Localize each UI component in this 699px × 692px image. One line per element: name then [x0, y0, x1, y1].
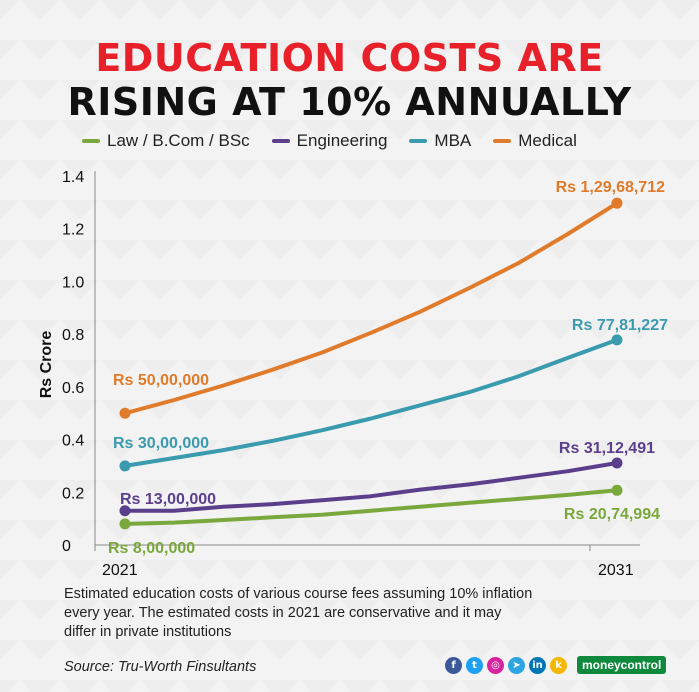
legend-item-medical: Medical	[493, 131, 577, 151]
series-line-medical	[123, 201, 619, 416]
y-tick-label: 0.6	[62, 380, 84, 397]
legend-item-law: Law / B.Com / BSc	[82, 131, 250, 151]
legend-label-mba: MBA	[434, 131, 472, 150]
data-point-mba-start	[119, 460, 131, 472]
data-point-medical-end	[611, 197, 623, 209]
legend: Law / B.Com / BSc Engineering MBA Medica…	[82, 131, 577, 151]
data-point-engineering-start	[119, 505, 131, 517]
series-line-engineering	[123, 461, 619, 513]
data-label-medical-start: Rs 50,00,000	[113, 372, 209, 389]
brand-logo[interactable]: moneycontrol	[577, 656, 667, 674]
y-tick-label: 1.4	[62, 169, 84, 186]
data-point-medical-start	[119, 407, 131, 419]
data-label-engineering-end: Rs 31,12,491	[559, 440, 655, 457]
legend-swatch-law	[82, 139, 100, 143]
y-tick-label: 0.8	[62, 327, 84, 344]
y-tick-label: 1.2	[62, 222, 84, 239]
data-label-engineering-start: Rs 13,00,000	[120, 491, 216, 508]
chart-title-line2: RISING AT 10% ANNUALLY	[67, 80, 632, 124]
data-point-mba-end	[611, 334, 623, 346]
data-point-law-start	[119, 518, 131, 530]
data-label-mba-start: Rs 30,00,000	[113, 435, 209, 452]
legend-item-engineering: Engineering	[271, 131, 388, 151]
legend-swatch-medical	[493, 139, 512, 143]
data-label-medical-end: Rs 1,29,68,712	[556, 179, 666, 196]
data-label-mba-end: Rs 77,81,227	[572, 317, 668, 334]
legend-swatch-mba	[409, 139, 428, 143]
y-axis-label: Rs Crore	[38, 331, 55, 399]
koo-icon[interactable]: k	[550, 656, 567, 674]
x-tick-label-start: 2021	[102, 562, 138, 579]
series-line-mba	[123, 337, 619, 468]
twitter-icon[interactable]: t	[466, 656, 483, 674]
data-point-engineering-end	[611, 457, 623, 469]
legend-label-engineering: Engineering	[296, 131, 388, 150]
linkedin-icon[interactable]: in	[529, 656, 546, 674]
chart-title-line1: EDUCATION COSTS ARE	[95, 36, 604, 80]
y-tick-label: 0	[62, 538, 71, 555]
legend-label-medical: Medical	[518, 131, 577, 150]
legend-swatch-engineering	[271, 139, 290, 143]
legend-item-mba: MBA	[409, 131, 471, 151]
social-links: f t ◎ ➤ in k moneycontrol	[445, 656, 667, 674]
facebook-icon[interactable]: f	[445, 656, 462, 674]
source-text: Source: Tru-Worth Finsultants	[64, 659, 257, 675]
data-label-law-end: Rs 20,74,994	[564, 506, 660, 523]
instagram-icon[interactable]: ◎	[487, 656, 504, 674]
data-point-law-end	[611, 484, 623, 496]
series-line-law	[123, 488, 619, 526]
y-tick-label: 0.2	[62, 485, 84, 502]
y-tick-label: 0.4	[62, 433, 84, 450]
legend-label-law: Law / B.Com / BSc	[107, 131, 250, 150]
data-label-law-start: Rs 8,00,000	[108, 540, 195, 557]
chart-note: Estimated education costs of various cou…	[64, 586, 533, 640]
telegram-icon[interactable]: ➤	[508, 656, 525, 674]
y-tick-label: 1.0	[62, 274, 84, 291]
x-tick-label-end: 2031	[598, 562, 634, 579]
